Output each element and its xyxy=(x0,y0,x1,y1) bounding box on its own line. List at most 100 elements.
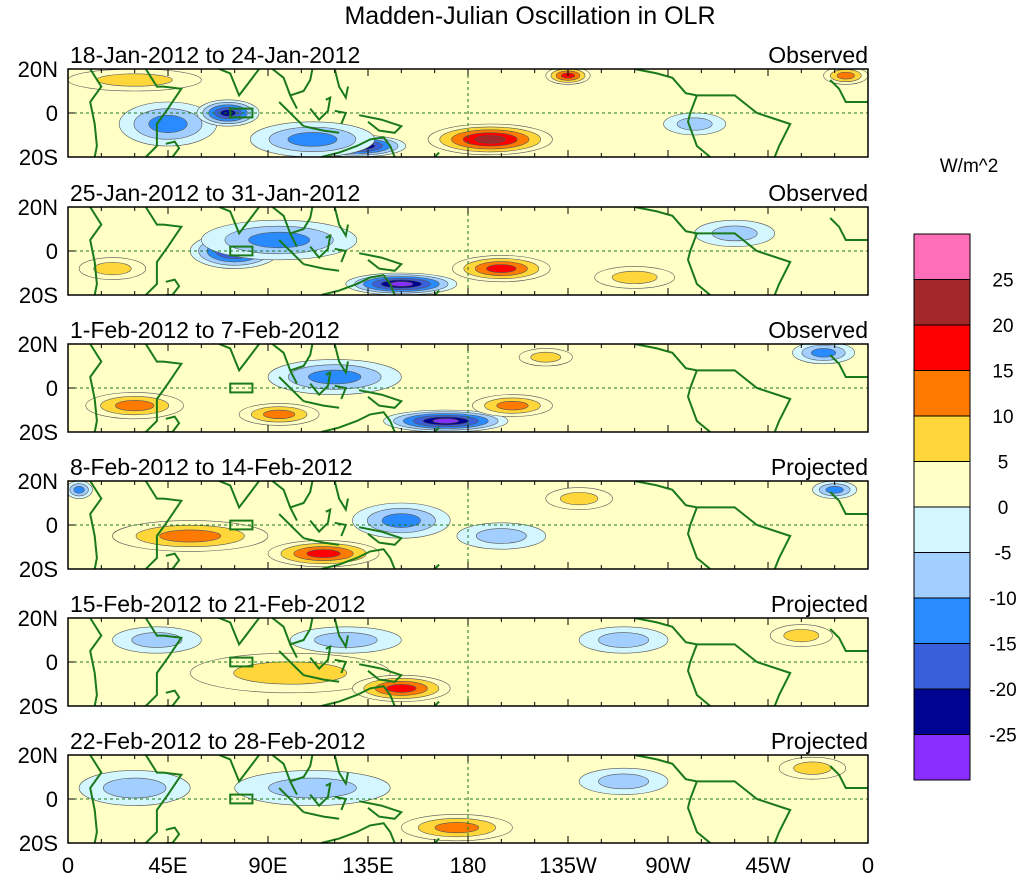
colorbar-swatch xyxy=(913,233,971,280)
anomaly-contour xyxy=(389,281,414,287)
x-tick-label: 135W xyxy=(539,853,597,878)
anomaly-contour xyxy=(306,549,341,558)
coastlines xyxy=(89,207,868,295)
anomaly-positive xyxy=(267,540,380,568)
anomaly-positive xyxy=(594,266,675,289)
anomaly-contour xyxy=(102,777,167,799)
y-tick-label: 20S xyxy=(19,145,58,170)
coastline xyxy=(271,69,314,110)
x-tick-label: 45W xyxy=(745,853,790,878)
coastline xyxy=(829,628,868,652)
x-tick-label: 0 xyxy=(862,853,874,878)
coastline xyxy=(278,787,305,813)
colorbar-swatch xyxy=(913,415,971,462)
anomaly-contour xyxy=(836,71,855,80)
coastline xyxy=(303,537,340,546)
anomaly-contour xyxy=(559,492,599,506)
anomaly-contour xyxy=(496,400,529,411)
anomaly-positive xyxy=(85,392,184,420)
panel-status: Projected xyxy=(771,728,868,754)
y-tick-label: 0 xyxy=(46,239,58,264)
x-axis: 0 45E 90E 135E 180 135W 90W 45W 0 xyxy=(62,853,874,878)
coastline xyxy=(218,618,260,647)
anomaly-positive xyxy=(518,348,573,367)
coastline xyxy=(829,491,868,515)
coastline xyxy=(358,800,404,820)
anomaly-contour xyxy=(96,73,173,87)
anomaly-negative xyxy=(456,522,547,550)
anomaly-negative xyxy=(78,770,191,806)
coastlines xyxy=(89,344,868,432)
coastline xyxy=(218,207,260,236)
coastline xyxy=(829,79,868,103)
colorbar-swatch xyxy=(913,597,971,644)
coastline xyxy=(165,689,181,706)
coastline xyxy=(271,344,314,385)
coastline xyxy=(358,389,404,409)
coastline xyxy=(634,344,698,372)
anomaly-contour xyxy=(434,822,480,834)
coastline xyxy=(634,69,698,97)
coastline xyxy=(271,207,314,248)
coastline xyxy=(309,644,332,671)
coastline xyxy=(218,344,260,373)
coastline xyxy=(634,618,698,646)
coastline xyxy=(696,506,792,569)
coastline xyxy=(358,526,404,546)
coastline xyxy=(144,481,184,569)
coastline xyxy=(271,481,314,522)
anomaly-negative xyxy=(345,272,458,295)
anomaly-contour xyxy=(287,132,338,147)
anomaly-positive xyxy=(472,394,553,417)
coastline xyxy=(829,217,868,241)
y-tick-label: 20N xyxy=(18,57,58,82)
coastline xyxy=(144,69,184,157)
y-tick-label: 20N xyxy=(18,606,58,631)
coastline xyxy=(271,618,314,659)
anomaly-positive xyxy=(769,624,833,647)
colorbar-tick-label: 5 xyxy=(998,453,1009,474)
y-tick-label: 20S xyxy=(19,420,58,445)
panel-period: 1-Feb-2012 to 7-Feb-2012 xyxy=(70,317,340,343)
colorbar-tick-label: -15 xyxy=(989,635,1016,656)
anomaly-contour xyxy=(148,115,188,133)
anomaly-contour xyxy=(381,513,421,528)
anomaly-contour xyxy=(220,109,236,117)
coastline xyxy=(696,369,792,432)
coastline xyxy=(333,755,349,787)
coastline xyxy=(321,274,396,295)
coastline xyxy=(358,114,404,134)
y-tick-label: 20S xyxy=(19,557,58,582)
panel-3: 20N 0 20S 1-Feb-2012 to 7-Feb-2012 Observed xyxy=(18,317,869,445)
anomaly-contour xyxy=(115,400,155,412)
anomaly-positive xyxy=(78,257,147,280)
chart-title: Madden-Julian Oscillation in OLR xyxy=(344,2,715,30)
colorbar-tick-label: 25 xyxy=(992,271,1013,292)
coastline xyxy=(686,233,711,295)
panel-1: 20N 0 20S 18-Jan-2012 to 24-Jan-2012 Observe… xyxy=(18,42,869,170)
anomaly-contour xyxy=(432,418,459,424)
anomaly-contour xyxy=(825,486,844,494)
coastline xyxy=(686,507,711,569)
coastline xyxy=(358,252,404,272)
anomaly-positive xyxy=(545,487,613,510)
coastlines xyxy=(89,69,868,157)
coastline xyxy=(696,94,792,157)
colorbar-swatch xyxy=(913,461,971,508)
anomaly-contour xyxy=(159,529,222,543)
y-tick-label: 20S xyxy=(19,831,58,856)
colorbar-tick-label: 0 xyxy=(998,498,1009,519)
panel-period: 15-Feb-2012 to 21-Feb-2012 xyxy=(70,591,365,617)
coastline xyxy=(686,781,711,843)
coastline xyxy=(696,643,792,706)
anomaly-contour xyxy=(386,684,417,693)
anomaly-negative xyxy=(792,344,855,365)
coastline xyxy=(218,481,260,510)
coastline xyxy=(696,780,792,843)
panel-period: 8-Feb-2012 to 14-Feb-2012 xyxy=(70,454,353,480)
anomaly-positive xyxy=(238,403,320,426)
panel-4: 20N 0 20S 8-Feb-2012 to 14-Feb-2012 Projecte… xyxy=(18,454,869,582)
anomaly-negative xyxy=(234,770,391,806)
coastline xyxy=(278,650,305,676)
